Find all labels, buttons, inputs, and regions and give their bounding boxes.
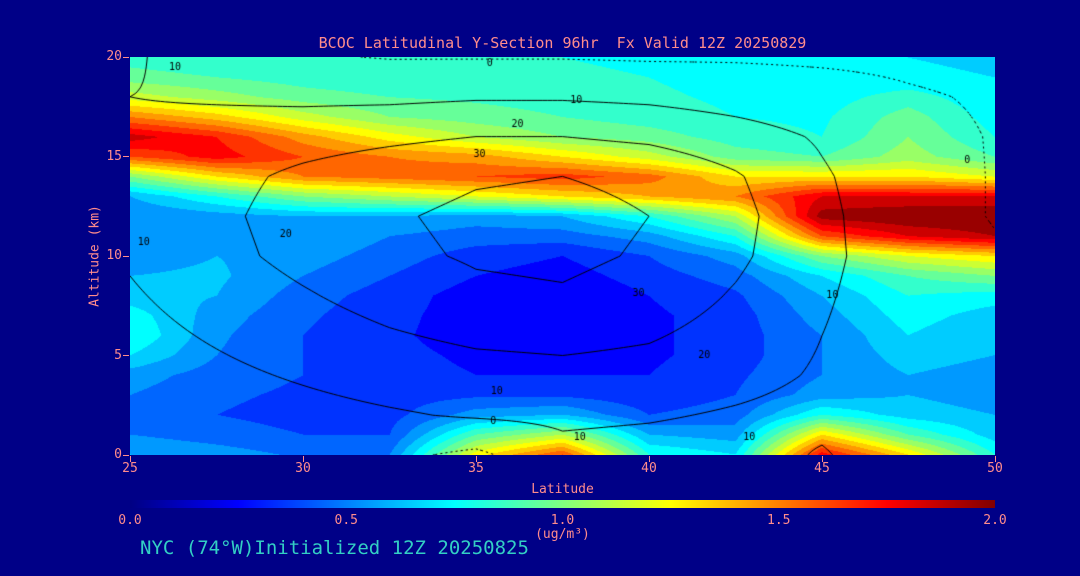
- cross-section-plot: [130, 57, 995, 455]
- x-tick-mark: [648, 456, 650, 462]
- y-tick-mark: [123, 454, 129, 456]
- y-tick-label: 0: [114, 447, 122, 462]
- x-tick-label: 50: [987, 461, 1003, 476]
- x-tick-label: 30: [295, 461, 311, 476]
- y-tick-mark: [123, 355, 129, 356]
- colorbar-tick-label: 0.0: [118, 513, 142, 528]
- colorbar-tick-label: 1.0: [550, 513, 575, 528]
- colorbar-tick-label: 1.5: [767, 513, 791, 528]
- colorbar-units: (ug/m³): [535, 527, 590, 542]
- x-tick-label: 45: [814, 461, 830, 476]
- x-tick-mark: [302, 456, 304, 462]
- x-tick-mark: [821, 456, 823, 462]
- colorbar-tick-label: 0.5: [334, 513, 358, 528]
- y-tick-label: 15: [106, 148, 122, 164]
- y-axis-label: Altitude (km): [87, 205, 103, 307]
- x-axis-label: Latitude: [531, 482, 594, 497]
- x-tick-label: 40: [641, 461, 657, 476]
- y-tick-mark: [123, 156, 129, 157]
- colorbar: [130, 500, 995, 508]
- x-tick-mark: [129, 456, 131, 462]
- x-tick-mark: [994, 456, 996, 462]
- x-tick-mark: [475, 456, 477, 462]
- init-label: NYC (74°W)Initialized 12Z 20250825: [140, 537, 529, 559]
- y-tick-label: 20: [106, 49, 122, 64]
- x-tick-label: 35: [468, 461, 484, 476]
- y-tick-mark: [123, 255, 129, 257]
- colorbar-tick-label: 2.0: [983, 513, 1007, 528]
- y-tick-label: 5: [114, 347, 122, 363]
- y-tick-mark: [123, 56, 129, 58]
- x-tick-label: 25: [122, 461, 138, 476]
- chart-title: BCOC Latitudinal Y-Section 96hr Fx Valid…: [318, 34, 807, 52]
